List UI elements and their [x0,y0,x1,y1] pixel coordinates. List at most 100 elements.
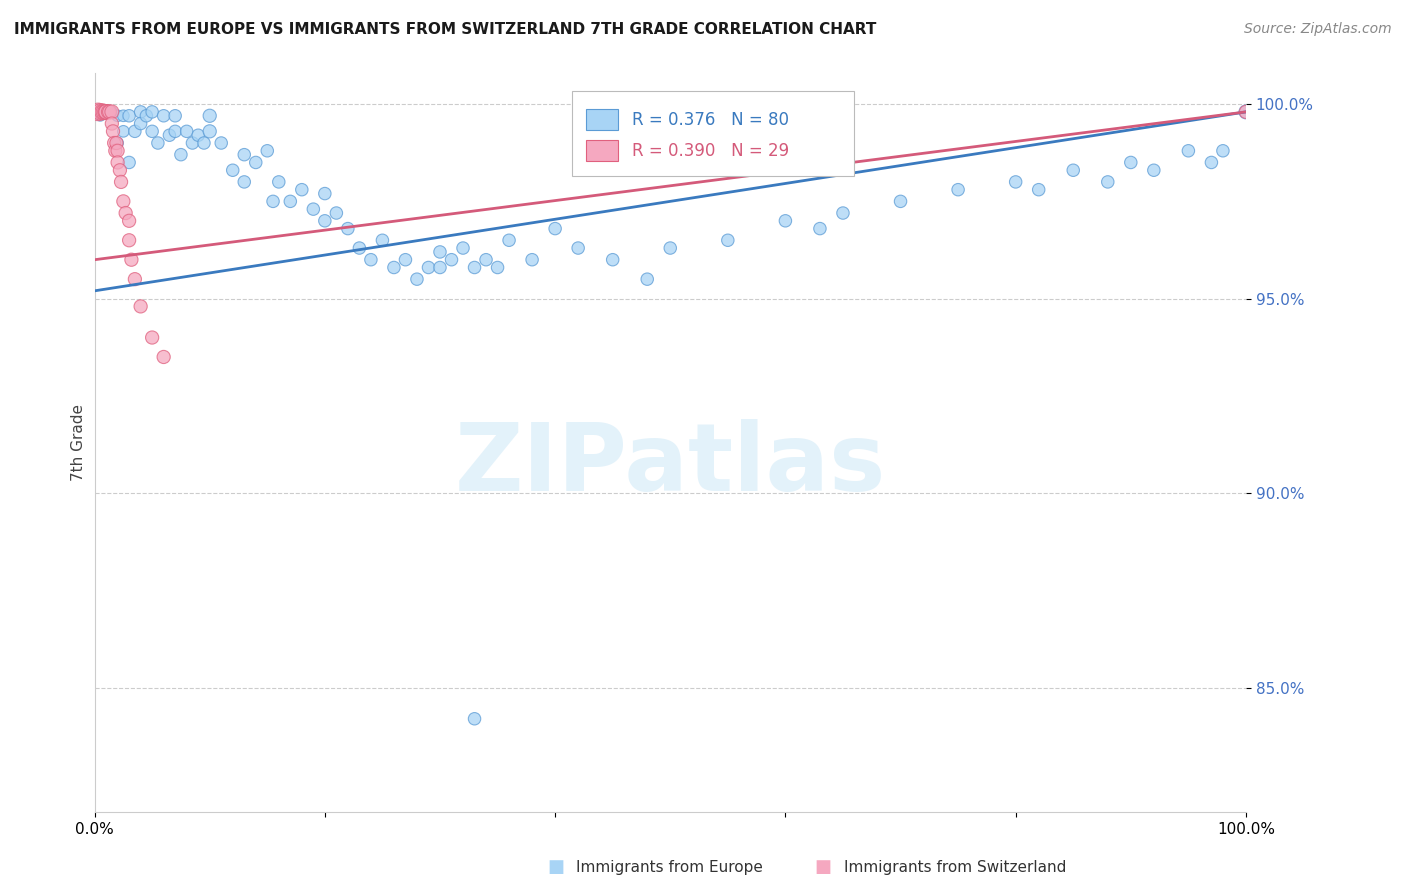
Point [103,136,125,150]
Point [120,252,142,267]
Point [1004,175,1026,189]
Point [118,214,141,228]
Point [141,330,163,344]
Point [129,299,152,313]
Point [336,221,359,235]
Point [97,104,120,119]
Point [717,233,740,247]
Point [118,155,141,169]
Point [176,124,198,138]
Point [118,109,141,123]
Point [256,144,278,158]
Point [104,144,127,158]
Point [129,117,152,131]
Point [222,163,245,178]
Point [101,124,124,138]
Point [429,244,451,259]
Text: Source: ZipAtlas.com: Source: ZipAtlas.com [1244,22,1392,37]
Text: ■: ■ [547,858,564,876]
Point [567,241,589,255]
Point [89,104,111,119]
Point [112,194,135,209]
Point [1201,155,1223,169]
Point [157,128,180,143]
Point [198,124,221,138]
Point [94,104,117,119]
Point [107,155,129,169]
Point [114,206,136,220]
Point [141,104,163,119]
Point [101,117,124,131]
Point [1234,104,1257,119]
Point [1212,144,1234,158]
Point [429,260,451,275]
Bar [586,109,619,130]
Text: Immigrants from Europe: Immigrants from Europe [576,861,763,875]
Text: R = 0.390   N = 29: R = 0.390 N = 29 [633,142,789,160]
Point [808,221,831,235]
Point [1234,104,1257,119]
Point [349,241,371,255]
Point [93,104,115,119]
Point [889,194,911,209]
Point [440,252,463,267]
Point [101,104,124,119]
Text: ZIPatlas: ZIPatlas [454,418,886,511]
Point [325,206,347,220]
Point [659,241,682,255]
Point [94,104,117,119]
Point [382,260,405,275]
Point [832,206,855,220]
FancyBboxPatch shape [572,92,855,177]
Point [1119,155,1142,169]
Text: Immigrants from Switzerland: Immigrants from Switzerland [844,861,1066,875]
Point [946,183,969,197]
Y-axis label: 7th Grade: 7th Grade [72,404,86,481]
Point [94,104,117,119]
Point [112,109,135,123]
Point [198,109,221,123]
Point [118,233,141,247]
Point [520,252,543,267]
Point [267,175,290,189]
Point [170,147,193,161]
Point [1143,163,1166,178]
Point [135,109,157,123]
Point [775,214,797,228]
Point [165,124,187,138]
Point [181,136,204,150]
Point [187,128,209,143]
Point [544,221,567,235]
Text: ■: ■ [814,858,831,876]
Point [108,163,131,178]
Point [101,104,124,119]
Point [314,214,336,228]
Point [1028,183,1050,197]
Point [602,252,624,267]
Point [165,109,187,123]
Point [209,136,232,150]
Point [451,241,474,255]
Point [1097,175,1119,189]
Point [245,155,267,169]
Point [464,712,486,726]
Bar [586,140,619,161]
Point [89,109,111,123]
Text: IMMIGRANTS FROM EUROPE VS IMMIGRANTS FROM SWITZERLAND 7TH GRADE CORRELATION CHAR: IMMIGRANTS FROM EUROPE VS IMMIGRANTS FRO… [14,22,876,37]
Point [112,124,135,138]
Point [291,183,314,197]
Text: R = 0.376   N = 80: R = 0.376 N = 80 [633,111,789,128]
Point [498,233,520,247]
Point [94,104,117,119]
Point [107,144,129,158]
Point [193,136,215,150]
Point [371,233,394,247]
Point [98,104,121,119]
Point [1062,163,1084,178]
Point [152,109,174,123]
Point [262,194,284,209]
Point [314,186,336,201]
Point [152,350,174,364]
Point [278,194,301,209]
Point [406,272,429,286]
